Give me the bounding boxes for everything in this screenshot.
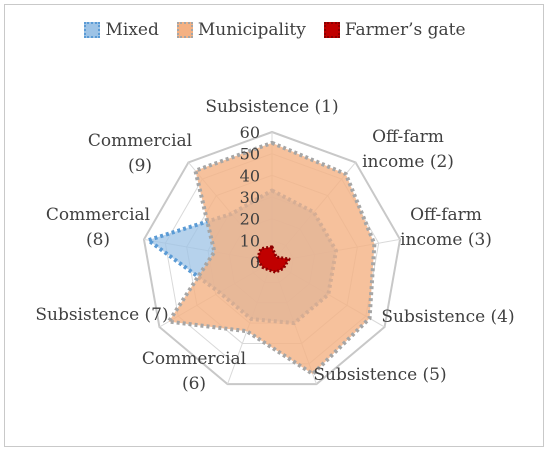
axis-tick-label: 50 xyxy=(240,145,260,164)
axis-tick-label: 30 xyxy=(240,188,260,207)
legend: Mixed Municipality Farmer’s gate xyxy=(0,20,550,40)
grid-ring xyxy=(142,130,402,386)
legend-item-farmers-gate: Farmer’s gate xyxy=(323,20,466,40)
category-label: Commercial xyxy=(142,349,246,369)
category-label: (9) xyxy=(128,156,152,176)
category-label: Commercial xyxy=(46,205,150,225)
legend-swatch-mixed xyxy=(84,22,101,38)
category-label: Subsistence (4) xyxy=(381,307,514,327)
series-area-farmers-gate xyxy=(255,245,291,274)
category-label: Subsistence (7) xyxy=(35,305,168,325)
axis-tick-label: 0 xyxy=(250,253,260,272)
axis-tick-label: 60 xyxy=(240,123,260,142)
category-label: Off-farm xyxy=(410,205,482,225)
category-label: Subsistence (5) xyxy=(313,365,446,385)
legend-label-mixed: Mixed xyxy=(105,20,159,40)
legend-label-municipality: Municipality xyxy=(197,20,306,40)
category-label: Subsistence (1) xyxy=(205,97,338,117)
category-label: income (2) xyxy=(362,152,454,172)
legend-item-mixed: Mixed xyxy=(84,20,159,40)
axis-tick-label: 20 xyxy=(240,210,260,229)
category-label: (8) xyxy=(86,230,110,250)
axis-tick-label: 40 xyxy=(240,166,260,185)
legend-label-farmers-gate: Farmer’s gate xyxy=(344,20,466,40)
category-label: Commercial xyxy=(88,131,192,151)
category-label: (6) xyxy=(182,374,206,394)
legend-swatch-municipality xyxy=(176,22,193,38)
legend-item-municipality: Municipality xyxy=(176,20,306,40)
category-label: Off-farm xyxy=(372,127,444,147)
legend-swatch-farmers-gate xyxy=(323,22,340,38)
axis-tick-label: 10 xyxy=(240,231,260,250)
category-label: income (3) xyxy=(400,230,492,250)
